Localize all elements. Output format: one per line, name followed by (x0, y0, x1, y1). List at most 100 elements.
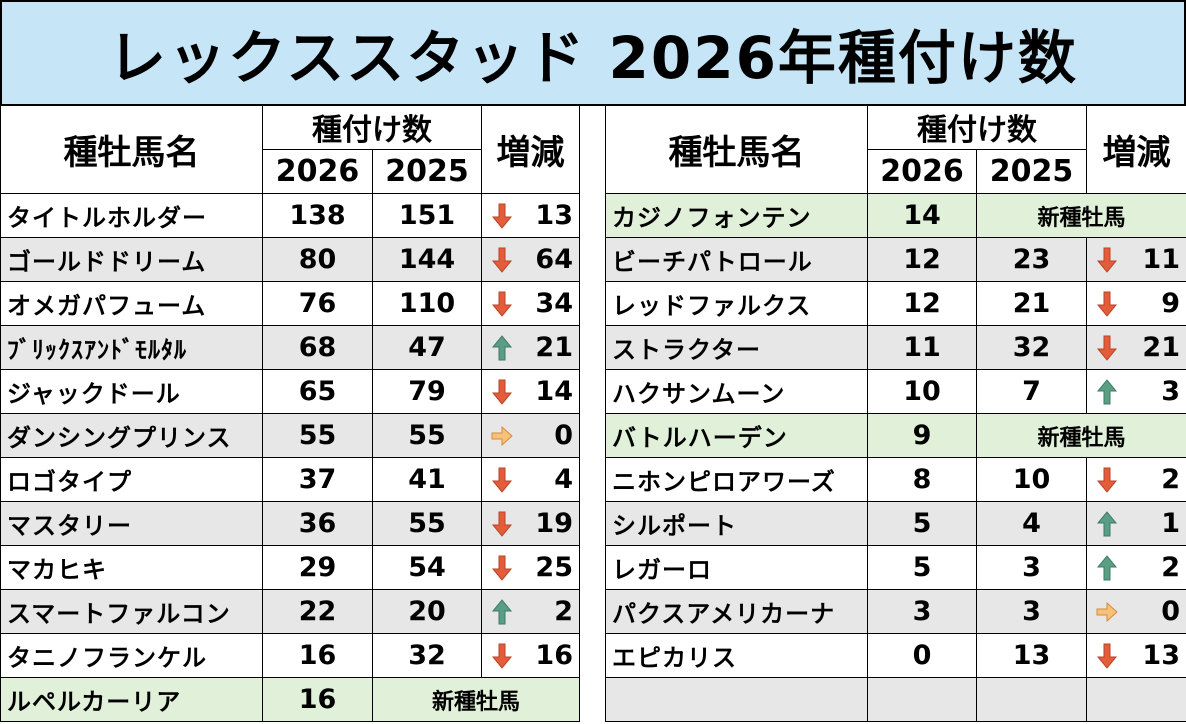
left-stallion-name: ゴールドドリーム (0, 237, 263, 282)
left-count-2025: 54 (372, 545, 482, 590)
left-change-cell: 0 (481, 413, 580, 458)
down-arrow-icon (491, 467, 513, 493)
right-stallion-name: バトルハーデン (605, 413, 868, 458)
right-stallion-name: エピカリス (605, 633, 868, 678)
right-change-value: 0 (1161, 596, 1180, 627)
left-count-2026: 36 (262, 501, 373, 546)
left-count-2026: 76 (262, 281, 373, 326)
left-change-cell: 4 (481, 457, 580, 502)
right-new-stallion-label: 新種牡馬 (976, 413, 1186, 458)
right-change-cell: 2 (1086, 457, 1186, 502)
left-count-2026: 16 (262, 633, 373, 678)
down-arrow-icon (1096, 247, 1118, 273)
right-count-2026: 9 (867, 413, 977, 458)
right-count-2025: 23 (976, 237, 1087, 282)
right-change-value: 9 (1161, 288, 1180, 319)
column-separator (579, 589, 606, 634)
header-year-2025-left: 2025 (372, 149, 482, 194)
down-arrow-icon (491, 643, 513, 669)
column-separator (579, 369, 606, 414)
table-row: マカヒキ 29 54 25 レガーロ 5 3 2 (0, 545, 1186, 590)
column-separator (579, 545, 606, 590)
left-stallion-name: スマートファルコン (0, 589, 263, 634)
left-stallion-name: マカヒキ (0, 545, 263, 590)
column-separator (579, 677, 606, 722)
right-stallion-name: シルポート (605, 501, 868, 546)
left-change-value: 13 (535, 200, 573, 231)
left-change-cell: 64 (481, 237, 580, 282)
column-separator (579, 501, 606, 546)
right-change-cell: 11 (1086, 237, 1186, 282)
left-change-cell: 21 (481, 325, 580, 370)
right-stallion-name: ビーチパトロール (605, 237, 868, 282)
table-row: スマートファルコン 22 20 2 パクスアメリカーナ 3 3 0 (0, 589, 1186, 634)
right-count-2026: 12 (867, 281, 977, 326)
left-count-2026: 55 (262, 413, 373, 458)
column-separator (579, 193, 606, 238)
right-count-2025: 10 (976, 457, 1087, 502)
stallion-table: 種牡馬名 種付け数 増減 種牡馬名 種付け数 増減 2026 2025 2026… (0, 104, 1186, 722)
right-count-2026: 14 (867, 193, 977, 238)
right-count-2026: 10 (867, 369, 977, 414)
header-year-2026-left: 2026 (262, 149, 373, 194)
right-count-2026: 11 (867, 325, 977, 370)
right-change-cell: 3 (1086, 369, 1186, 414)
right-count-2025: 32 (976, 325, 1087, 370)
table-row: タニノフランケル 16 32 16 エピカリス 0 13 13 (0, 633, 1186, 678)
left-change-value: 16 (535, 640, 573, 671)
right-count-2026: 8 (867, 457, 977, 502)
page-title: レックススタッド 2026年種付け数 (0, 0, 1186, 106)
header-year-2026-right: 2026 (867, 149, 977, 194)
left-count-2026: 80 (262, 237, 373, 282)
left-count-2026: 68 (262, 325, 373, 370)
column-separator (579, 633, 606, 678)
header-change-right: 増減 (1086, 104, 1186, 194)
header-change-left: 増減 (481, 104, 580, 194)
left-change-value: 14 (535, 376, 573, 407)
left-change-value: 2 (554, 596, 573, 627)
table-row: オメガパフューム 76 110 34 レッドファルクス 12 21 9 (0, 281, 1186, 326)
right-change-value: 21 (1142, 332, 1180, 363)
table-row: マスタリー 36 55 19 シルポート 5 4 1 (0, 501, 1186, 546)
left-stallion-name: マスタリー (0, 501, 263, 546)
right-change-cell: 21 (1086, 325, 1186, 370)
table-row: タイトルホルダー 138 151 13 カジノフォンテン 14 新種牡馬 (0, 193, 1186, 238)
right-stallion-name: ストラクター (605, 325, 868, 370)
right-count-2026: 5 (867, 501, 977, 546)
left-count-2025: 144 (372, 237, 482, 282)
left-stallion-name: ﾌﾞﾘｯｸｽｱﾝﾄﾞﾓﾙﾀﾙ (0, 325, 263, 370)
table-row: ダンシングプリンス 55 55 0 バトルハーデン 9 新種牡馬 (0, 413, 1186, 458)
right-arrow-icon (1096, 599, 1118, 625)
down-arrow-icon (1096, 291, 1118, 317)
left-stallion-name: オメガパフューム (0, 281, 263, 326)
up-arrow-icon (491, 334, 513, 361)
left-stallion-name: ルペルカーリア (0, 677, 263, 722)
right-count-2025: 7 (976, 369, 1087, 414)
table-row: ロゴタイプ 37 41 4 ニホンピロアワーズ 8 10 2 (0, 457, 1186, 502)
right-stallion-name: カジノフォンテン (605, 193, 868, 238)
right-change-cell: 9 (1086, 281, 1186, 326)
right-change-value: 2 (1161, 552, 1180, 583)
left-count-2025: 110 (372, 281, 482, 326)
header-count-left: 種付け数 (262, 104, 482, 150)
down-arrow-icon (491, 379, 513, 405)
right-count-2025: 4 (976, 501, 1087, 546)
left-count-2025: 55 (372, 413, 482, 458)
right-change-value: 1 (1161, 508, 1180, 539)
left-count-2026: 29 (262, 545, 373, 590)
right-stallion-name: パクスアメリカーナ (605, 589, 868, 634)
right-stallion-name: レッドファルクス (605, 281, 868, 326)
column-separator (579, 457, 606, 502)
left-stallion-name: タニノフランケル (0, 633, 263, 678)
left-count-2025: 79 (372, 369, 482, 414)
left-new-stallion-label: 新種牡馬 (372, 677, 580, 722)
right-empty-cell (867, 677, 977, 722)
left-stallion-name: ロゴタイプ (0, 457, 263, 502)
left-count-2025: 20 (372, 589, 482, 634)
right-count-2026: 3 (867, 589, 977, 634)
column-separator (579, 104, 606, 194)
table-row: ジャックドール 65 79 14 ハクサンムーン 10 7 3 (0, 369, 1186, 414)
left-change-cell: 34 (481, 281, 580, 326)
left-stallion-name: ダンシングプリンス (0, 413, 263, 458)
right-change-cell: 13 (1086, 633, 1186, 678)
